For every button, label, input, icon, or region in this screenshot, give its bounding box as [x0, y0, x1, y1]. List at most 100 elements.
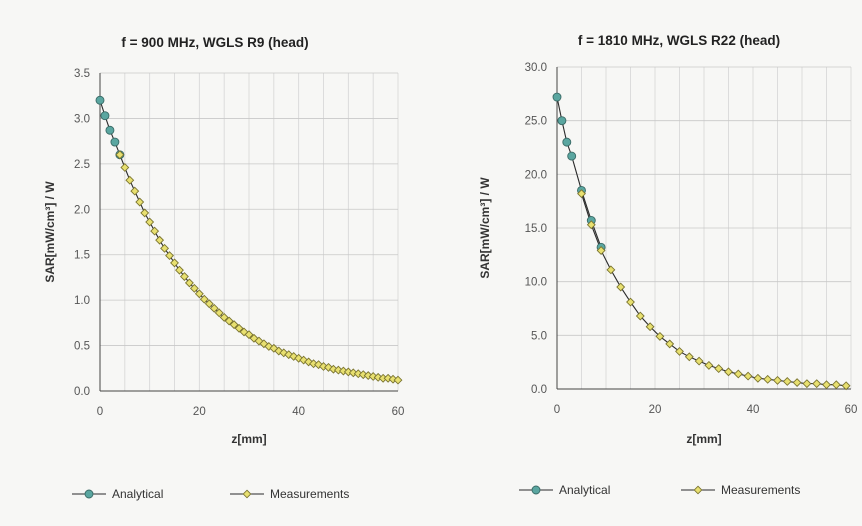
- point-measurements: [229, 320, 239, 330]
- series-line-measurements: [580, 193, 847, 387]
- point-measurements: [170, 258, 179, 268]
- point-measurements: [596, 246, 606, 255]
- point-measurements: [179, 272, 189, 281]
- point-measurements: [606, 265, 616, 275]
- point-measurements: [704, 360, 714, 370]
- y-tick-label: 0.5: [74, 341, 90, 353]
- y-axis-label: SAR[mW/cm³] / W: [43, 181, 57, 283]
- point-measurements: [743, 371, 753, 381]
- point-measurements: [155, 235, 165, 245]
- y-tick-label: 1.5: [74, 250, 90, 262]
- point-measurements: [655, 331, 665, 341]
- point-measurements: [368, 372, 378, 381]
- legend: Analytical Measurements: [519, 483, 800, 497]
- legend-label-analytical: Analytical: [112, 487, 163, 501]
- point-measurements: [792, 378, 802, 387]
- point-measurements: [289, 352, 299, 361]
- point-measurements: [753, 373, 763, 383]
- point-measurements: [812, 379, 822, 389]
- point-measurements: [125, 175, 135, 185]
- point-measurements: [675, 346, 684, 356]
- point-measurements: [249, 333, 259, 343]
- point-measurements: [684, 352, 694, 362]
- point-measurements: [616, 282, 626, 292]
- point-measurements: [348, 368, 358, 378]
- point-measurements: [209, 303, 219, 313]
- point-analytical: [552, 92, 562, 102]
- point-measurements: [353, 369, 363, 379]
- y-tick-label: 5.0: [531, 330, 547, 342]
- legend: Analytical Measurements: [72, 487, 349, 501]
- x-tick-label: 40: [747, 404, 760, 416]
- point-measurements: [184, 278, 194, 288]
- point-measurements: [333, 365, 343, 375]
- point-measurements: [214, 308, 224, 318]
- legend-marker-analytical: [84, 489, 94, 499]
- y-tick-label: 20.0: [525, 169, 547, 181]
- point-analytical: [95, 95, 105, 105]
- chart-1810mhz: f = 1810 MHz, WGLS R22 (head) 0.0 5.0 10.0 1…: [431, 0, 862, 526]
- chart-900mhz: f = 900 MHz, WGLS R9 (head) 0.0 0.5 1.0 1.5 2…: [43, 35, 405, 501]
- x-tick-label: 0: [97, 406, 103, 418]
- point-measurements: [714, 364, 724, 374]
- point-measurements: [665, 339, 675, 349]
- point-measurements: [244, 330, 254, 340]
- legend-label-measurements: Measurements: [270, 487, 349, 501]
- point-measurements: [694, 356, 704, 366]
- point-measurements: [763, 374, 773, 384]
- point-measurements: [254, 336, 264, 346]
- legend-label-measurements: Measurements: [721, 483, 800, 497]
- point-measurements: [145, 217, 155, 227]
- point-measurements: [324, 362, 333, 372]
- legend-marker-measurements: [242, 489, 252, 499]
- point-measurements: [160, 243, 170, 253]
- y-tick-label: 1.0: [74, 295, 90, 307]
- y-axis-label: SAR[mW/cm³] / W: [478, 177, 492, 279]
- legend-marker-analytical: [531, 485, 541, 495]
- point-analytical: [557, 116, 567, 126]
- point-measurements: [204, 299, 214, 309]
- x-tick-label: 60: [392, 406, 405, 418]
- point-measurements: [150, 226, 160, 236]
- legend-label-analytical: Analytical: [559, 483, 610, 497]
- point-measurements: [393, 375, 403, 385]
- point-measurements: [586, 220, 596, 230]
- point-measurements: [635, 311, 645, 321]
- point-measurements: [802, 379, 812, 389]
- point-analytical: [562, 137, 572, 147]
- chart-title: f = 900 MHz, WGLS R9 (head): [121, 35, 308, 50]
- point-measurements: [259, 339, 269, 349]
- point-measurements: [733, 369, 743, 379]
- point-measurements: [626, 297, 635, 307]
- point-measurements: [319, 362, 328, 371]
- point-measurements: [130, 186, 140, 196]
- x-tick-label: 60: [845, 404, 858, 416]
- y-tick-label: 25.0: [525, 116, 547, 128]
- chart-title: f = 1810 MHz, WGLS R22 (head): [578, 33, 780, 48]
- point-measurements: [328, 364, 338, 374]
- point-measurements: [388, 374, 398, 384]
- point-measurements: [822, 380, 831, 390]
- x-axis-label: z[mm]: [686, 432, 721, 446]
- point-measurements: [274, 346, 284, 356]
- x-tick-label: 20: [193, 406, 206, 418]
- x-tick-label: 40: [292, 406, 305, 418]
- point-measurements: [773, 375, 782, 385]
- point-analytical: [105, 125, 115, 135]
- point-analytical: [567, 151, 577, 161]
- series-line-measurements: [119, 154, 399, 381]
- point-measurements: [577, 189, 586, 199]
- y-tick-label: 0.0: [531, 384, 547, 396]
- y-tick-label: 30.0: [525, 62, 547, 74]
- point-measurements: [841, 381, 851, 391]
- point-measurements: [135, 197, 145, 207]
- x-tick-label: 0: [554, 404, 560, 416]
- point-measurements: [165, 251, 174, 261]
- point-measurements: [175, 265, 184, 275]
- point-analytical: [110, 137, 120, 147]
- point-measurements: [314, 360, 323, 370]
- point-measurements: [120, 163, 130, 172]
- y-tick-label: 2.0: [74, 204, 90, 216]
- point-measurements: [199, 294, 209, 304]
- legend-marker-measurements: [693, 485, 703, 495]
